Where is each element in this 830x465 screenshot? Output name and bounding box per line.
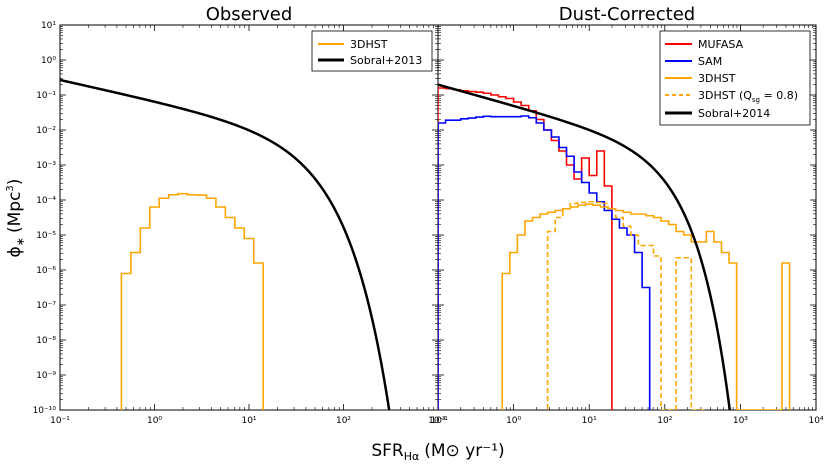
series-sam-right [438,115,651,410]
right-ticks [437,24,817,411]
y-tick-label: 10¹ [41,21,56,31]
y-tick-label: 10⁻⁶ [36,266,56,276]
left-panel-frame [59,24,439,411]
y-axis-label-main: ϕ [5,246,25,257]
y-tick-label: 10⁻³ [36,161,56,171]
x-tick-label: 10⁴ [808,416,823,426]
y-tick-label: 10⁻¹⁰ [33,406,57,416]
left-legend: 3DHST Sobral+2013 [311,30,433,72]
left-panel-title: Observed [206,4,293,25]
legend-label-sobral2014: Sobral+2014 [698,107,770,120]
series-sobral-2013 [60,78,391,410]
series-3dhst-right [501,203,791,410]
y-axis-label: ϕ∗ (Mpc3) [5,179,27,258]
left-ticks [59,24,439,411]
x-tick-label: 10¹ [241,416,256,426]
x-tick-label: 10³ [733,416,748,426]
x-tick-label: 10⁰ [506,416,521,426]
y-tick-labels: 10¹ 10⁰ 10⁻¹ 10⁻² 10⁻³ 10⁻⁴ 10⁻⁵ 10⁻⁶ 10⁻⁷ 10⁻⁸ 10… [33,21,57,416]
y-tick-label: 10⁻⁵ [36,231,56,241]
x-tick-label: 10⁻¹ [50,416,70,426]
y-tick-label: 10⁻¹ [36,91,56,101]
y-tick-label: 10⁻⁷ [36,301,56,311]
x-axis-label-main: SFR [371,441,404,461]
x-tick-label: 10⁻¹ [428,416,448,426]
x-axis-label: SFRHα (M⊙ yr⁻¹) [371,441,504,463]
y-tick-label: 10⁰ [41,56,56,66]
left-series [60,78,391,410]
right-legend: MUFASA SAM 3DHST 3DHST (Qsg = 0.8) Sobra… [659,30,811,126]
y-axis-label-units-sup: 3 [5,185,16,191]
left-x-tick-labels: 10⁻¹ 10⁰ 10¹ 10² 10³ [50,416,446,426]
x-tick-label: 10¹ [582,416,597,426]
legend-label-mufasa: MUFASA [698,38,744,51]
series-sobral-2014 [438,83,732,410]
legend-label-3dhst-q-main: 3DHST (Q [698,89,752,102]
y-tick-label: 10⁻⁴ [36,196,56,206]
legend-label-sam: SAM [698,55,722,68]
left-legend-box [311,30,433,72]
legend-label-3dhst-q-tail: = 0.8) [760,89,798,102]
y-axis-label-units-close: ) [5,179,25,186]
y-tick-label: 10⁻⁸ [36,336,56,346]
y-axis-label-sub: ∗ [14,237,27,246]
x-tick-label: 10² [657,416,672,426]
x-axis-label-sub: Hα [404,450,420,463]
series-3dhst-left [120,192,264,410]
x-axis-label-units: (M⊙ yr⁻¹) [424,441,504,461]
y-axis-label-units: (Mpc [5,192,25,233]
legend-label-3dhst-right: 3DHST [698,72,736,85]
x-tick-label: 10³ [430,416,445,426]
series-mufasa-right [438,87,613,410]
legend-label-sobral2013: Sobral+2013 [350,54,422,67]
legend-label-3dhst-q: 3DHST (Qsg = 0.8) [698,89,798,104]
right-series [438,83,791,410]
x-tick-label: 10² [336,416,351,426]
right-x-tick-labels: 10⁻¹ 10⁰ 10¹ 10² 10³ 10⁴ [428,416,824,426]
legend-label-3dhst-q-sub: sg [752,96,760,104]
right-panel-title: Dust-Corrected [559,4,695,25]
x-tick-label: 10⁰ [147,416,162,426]
y-tick-label: 10⁻⁹ [36,371,56,381]
series-3dhst-q-sg-0-8--right [546,200,708,410]
legend-label-3dhst: 3DHST [350,38,388,51]
y-tick-label: 10⁻² [36,126,56,136]
